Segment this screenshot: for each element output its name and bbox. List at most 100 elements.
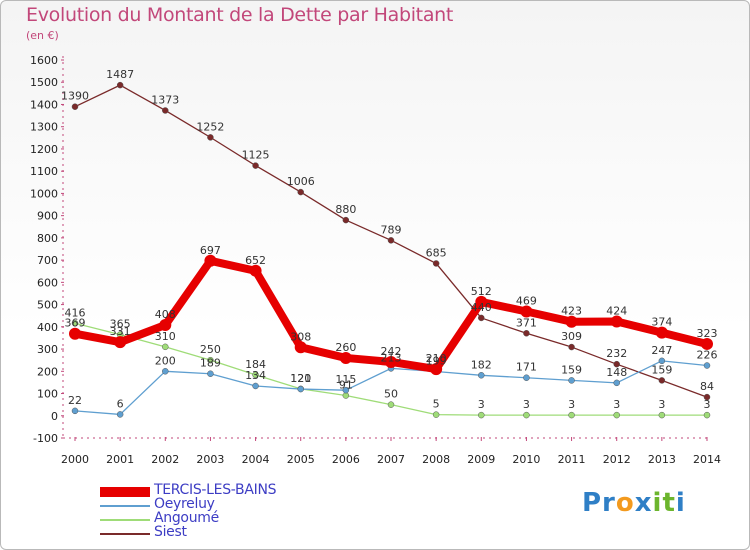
legend-label: TERCIS-LES-BAINS [154,482,277,498]
y-tick-label: 400 [37,321,58,334]
data-label: 171 [516,361,537,374]
data-label: 697 [200,244,221,257]
data-label: 22 [68,394,82,407]
data-point [703,393,711,401]
data-label: 91 [339,379,353,392]
data-point [297,385,304,393]
data-label: 512 [471,285,492,298]
x-tick-label: 2011 [558,453,586,466]
y-tick-label: 1000 [30,187,58,200]
data-point [69,327,81,340]
data-point [207,370,214,377]
x-tick-label: 2014 [693,453,721,466]
x-tick-label: 2010 [512,453,540,466]
logo-part-4: it [652,488,676,518]
data-label: 5 [433,398,440,411]
proxiti-logo: Proxiti [582,488,686,518]
data-label: 374 [651,316,672,329]
data-label: 247 [651,344,672,357]
data-label: 50 [384,388,398,401]
data-point [478,411,485,419]
y-tick-label: 700 [37,254,58,267]
data-point [71,407,79,415]
data-label: 134 [245,369,266,382]
data-label: 440 [471,301,492,314]
legend-label: Angoumé [154,510,219,526]
series-oeyreluy [71,357,711,418]
data-label: 1006 [287,175,315,188]
legend-label: Siest [154,524,187,540]
data-point [610,315,623,328]
data-point [162,368,169,375]
data-point [252,162,259,169]
y-tick-label: 200 [37,365,58,378]
data-point [568,377,575,384]
data-point [71,103,79,110]
data-point [565,315,578,328]
data-point [207,134,214,141]
data-label: 184 [245,358,266,371]
data-point [159,319,172,332]
data-point [523,374,530,381]
data-label: 1390 [61,90,89,103]
data-label: 148 [606,366,627,379]
x-tick-label: 2003 [196,453,224,466]
data-label: 260 [335,341,356,354]
data-point [387,401,395,408]
legend-swatch [100,487,150,497]
data-point [294,341,307,354]
data-point [613,411,620,419]
data-label: 242 [381,345,402,358]
data-label: 226 [697,349,718,362]
x-tick-label: 2005 [287,453,315,466]
x-tick-label: 2001 [106,453,134,466]
x-tick-label: 2009 [467,453,495,466]
y-tick-label: 1100 [30,165,58,178]
data-label: 3 [568,398,575,411]
data-point [252,382,259,390]
x-tick-label: 2002 [151,453,179,466]
data-label: 331 [110,325,131,338]
data-label: 310 [155,330,176,343]
data-point [523,330,530,337]
data-label: 189 [200,357,221,370]
data-label: 1487 [106,68,134,81]
data-label: 469 [516,294,537,307]
data-label: 308 [290,330,311,343]
data-point [252,371,259,379]
data-point [249,264,262,277]
data-label: 789 [381,223,402,236]
data-label: 880 [335,203,356,216]
data-point [162,343,169,351]
data-label: 1373 [151,93,179,106]
data-label: 3 [478,398,485,411]
data-label: 3 [523,398,530,411]
data-point [387,237,395,244]
data-point [204,254,217,267]
legend-swatch [100,519,150,521]
data-label: 309 [561,330,582,343]
chart-unit: (en €) [26,29,59,42]
data-label: 199 [426,355,447,368]
data-label: 685 [426,246,447,259]
data-point [342,216,350,224]
x-tick-label: 2008 [422,453,450,466]
legend-swatch [100,533,150,535]
data-point [523,411,530,419]
data-label: 120 [290,372,311,385]
data-label: 1125 [242,149,270,162]
data-point [339,351,352,364]
x-tick-label: 2006 [332,453,360,466]
y-tick-label: 100 [37,388,58,401]
data-label: 159 [561,363,582,376]
y-tick-label: 600 [37,276,58,289]
data-point [658,377,666,384]
y-tick-label: 1200 [30,143,58,156]
data-point [475,295,488,308]
logo-part-1: Pr [582,488,616,518]
y-tick-label: 1400 [30,98,58,111]
y-tick-label: 1600 [30,54,58,67]
data-point [658,357,666,365]
x-tick-label: 2013 [648,453,676,466]
